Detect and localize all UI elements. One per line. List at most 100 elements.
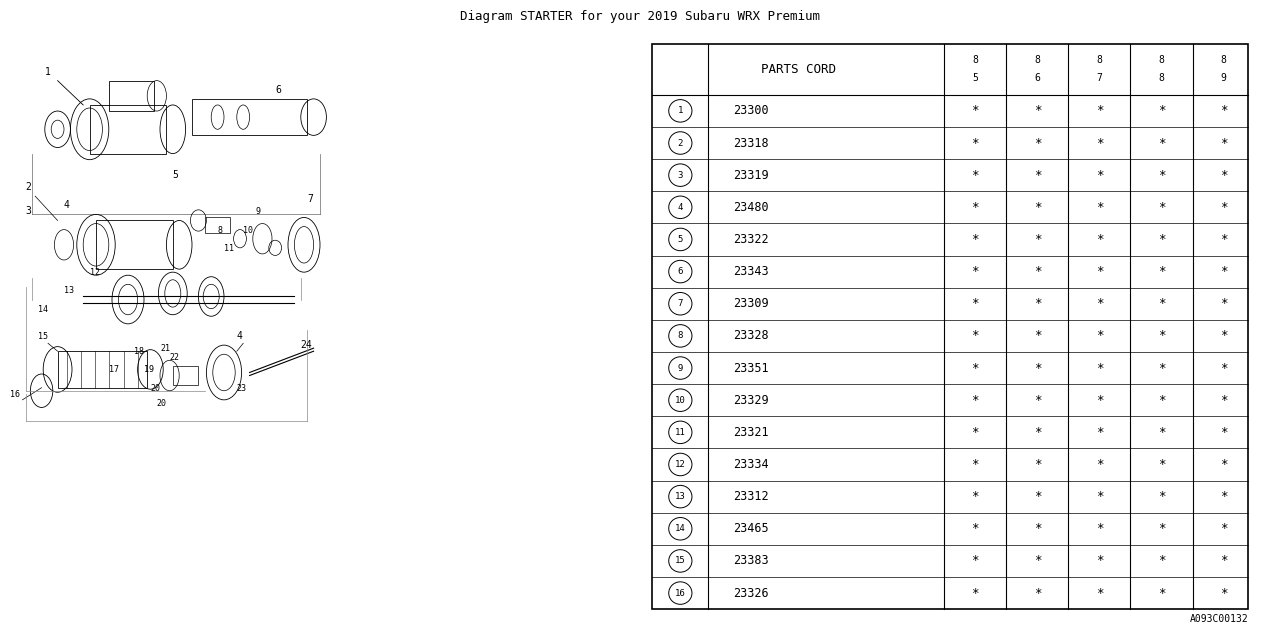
Text: *: * — [1033, 490, 1041, 503]
Text: 15: 15 — [38, 332, 49, 341]
Text: *: * — [1096, 587, 1103, 600]
Text: *: * — [1220, 330, 1228, 342]
Text: 8: 8 — [973, 55, 978, 65]
Text: 20: 20 — [157, 399, 166, 408]
Text: *: * — [1033, 426, 1041, 439]
Text: *: * — [1157, 554, 1165, 568]
Text: *: * — [1157, 458, 1165, 471]
Text: *: * — [1157, 394, 1165, 406]
Text: *: * — [1220, 297, 1228, 310]
Text: 7: 7 — [307, 195, 314, 204]
Text: 12: 12 — [90, 268, 100, 277]
Text: *: * — [1157, 587, 1165, 600]
Text: 17: 17 — [109, 365, 119, 374]
Text: *: * — [1096, 394, 1103, 406]
Text: *: * — [972, 136, 979, 150]
Text: 5: 5 — [973, 73, 978, 83]
Text: *: * — [1096, 554, 1103, 568]
Text: 23343: 23343 — [733, 265, 769, 278]
Text: *: * — [972, 426, 979, 439]
Text: Diagram STARTER for your 2019 Subaru WRX Premium: Diagram STARTER for your 2019 Subaru WRX… — [460, 10, 820, 22]
Text: 8: 8 — [677, 332, 684, 340]
Text: 23309: 23309 — [733, 297, 769, 310]
Text: 15: 15 — [675, 556, 686, 565]
Text: *: * — [1096, 362, 1103, 374]
Text: *: * — [972, 104, 979, 117]
Text: *: * — [1220, 490, 1228, 503]
Text: *: * — [1096, 297, 1103, 310]
Text: 23322: 23322 — [733, 233, 769, 246]
Bar — [96, 220, 173, 269]
Text: 8: 8 — [1158, 55, 1165, 65]
Text: 16: 16 — [10, 390, 19, 399]
Text: *: * — [972, 297, 979, 310]
Text: 1: 1 — [45, 67, 51, 77]
Text: *: * — [972, 265, 979, 278]
Text: 4: 4 — [677, 203, 684, 212]
Text: 8: 8 — [1034, 55, 1041, 65]
Text: 18: 18 — [134, 348, 145, 356]
Text: 8: 8 — [1097, 55, 1102, 65]
Text: *: * — [1033, 265, 1041, 278]
Text: 3: 3 — [677, 171, 684, 180]
Text: *: * — [1033, 458, 1041, 471]
Text: *: * — [1157, 169, 1165, 182]
Text: *: * — [1157, 426, 1165, 439]
Text: *: * — [972, 587, 979, 600]
Text: *: * — [1220, 265, 1228, 278]
Text: *: * — [1220, 233, 1228, 246]
Text: 3: 3 — [26, 206, 32, 216]
Text: *: * — [1033, 522, 1041, 535]
Text: 7: 7 — [1097, 73, 1102, 83]
Text: 10: 10 — [243, 226, 253, 235]
Text: 9: 9 — [256, 207, 261, 216]
Text: 11: 11 — [675, 428, 686, 437]
Text: *: * — [972, 554, 979, 568]
Text: *: * — [1220, 169, 1228, 182]
Bar — [58, 351, 147, 388]
Text: 6: 6 — [275, 84, 282, 95]
Text: *: * — [972, 522, 979, 535]
Text: *: * — [972, 362, 979, 374]
Text: 14: 14 — [675, 524, 686, 533]
Text: *: * — [1096, 169, 1103, 182]
Text: A093C00132: A093C00132 — [1189, 614, 1248, 624]
Text: 23326: 23326 — [733, 587, 769, 600]
Text: 13: 13 — [64, 287, 74, 296]
Text: 10: 10 — [675, 396, 686, 404]
Text: 23334: 23334 — [733, 458, 769, 471]
Text: *: * — [1157, 362, 1165, 374]
Text: 19: 19 — [143, 365, 154, 374]
Text: *: * — [1157, 104, 1165, 117]
Text: *: * — [1220, 104, 1228, 117]
Text: *: * — [972, 394, 979, 406]
Text: *: * — [1157, 136, 1165, 150]
Text: *: * — [1157, 297, 1165, 310]
Text: 24: 24 — [301, 340, 312, 350]
Text: *: * — [1033, 330, 1041, 342]
Text: *: * — [972, 490, 979, 503]
Text: *: * — [1157, 201, 1165, 214]
Text: 13: 13 — [675, 492, 686, 501]
Text: *: * — [1220, 458, 1228, 471]
Text: *: * — [1033, 233, 1041, 246]
Text: 9: 9 — [1221, 73, 1226, 83]
Text: 12: 12 — [675, 460, 686, 469]
Text: 8: 8 — [1221, 55, 1226, 65]
Text: 5: 5 — [173, 170, 179, 180]
Text: *: * — [972, 330, 979, 342]
Text: *: * — [1220, 201, 1228, 214]
Text: 20: 20 — [151, 384, 160, 393]
Text: *: * — [1157, 522, 1165, 535]
Text: *: * — [1033, 297, 1041, 310]
Text: 23328: 23328 — [733, 330, 769, 342]
Text: *: * — [1096, 265, 1103, 278]
Text: *: * — [1096, 426, 1103, 439]
Text: 23300: 23300 — [733, 104, 769, 117]
Text: 6: 6 — [677, 267, 684, 276]
Bar — [205, 218, 230, 232]
Text: 4: 4 — [64, 200, 70, 211]
Text: *: * — [972, 169, 979, 182]
Text: 8: 8 — [218, 226, 223, 235]
Text: *: * — [972, 233, 979, 246]
